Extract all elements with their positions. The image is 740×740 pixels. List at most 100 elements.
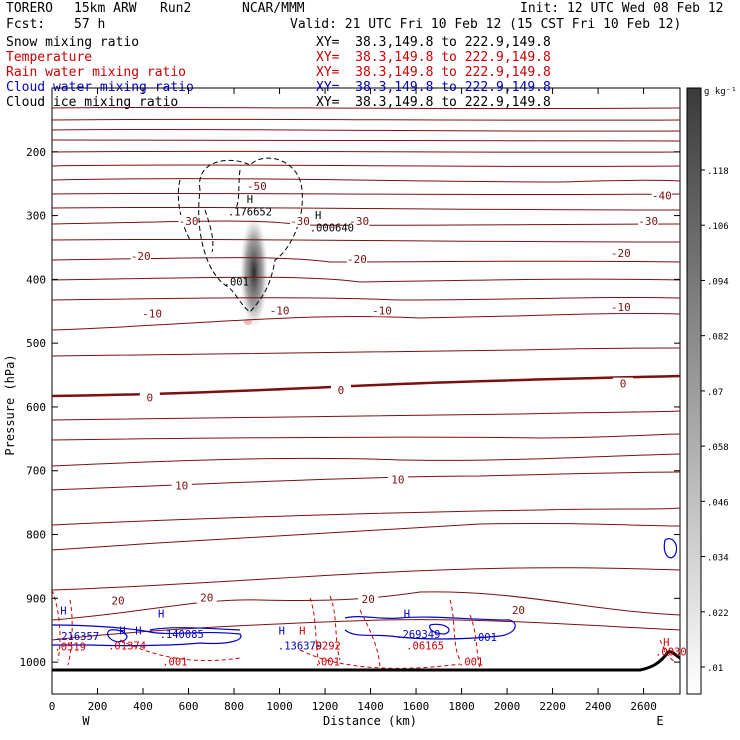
contour-label-bg: [269, 304, 290, 317]
temperature-contour-label: 10: [391, 473, 404, 486]
rain-tail-shading: [244, 319, 252, 325]
field-rain-name: Rain water mixing ratio: [6, 65, 187, 80]
model-name: TORERO: [6, 1, 53, 16]
field-temperature-xy: XY= 38.3,149.8 to 222.9,149.8: [316, 50, 551, 65]
contour-label-bg: [196, 591, 217, 604]
mixing-ratio-annotation: H: [663, 637, 669, 649]
mixing-ratio-annotation: H: [158, 608, 164, 620]
contour-label-bg: [246, 179, 267, 192]
cloud-ice-contours: [177, 157, 303, 313]
mixing-ratio-annotation: H: [119, 626, 125, 638]
resolution-label: 15km ARW: [74, 1, 137, 16]
colorbar-tick-label: .046: [707, 498, 729, 508]
contour-label-bg: [290, 214, 311, 227]
contour-label-bg: [358, 593, 379, 606]
temperature-contour-label: -10: [270, 304, 290, 317]
contour-label-bg: [178, 214, 199, 227]
mixing-ratio-annotation: .216357: [55, 631, 99, 643]
east-end-label: E: [656, 714, 663, 728]
temperature-contour-label: -30: [349, 215, 369, 228]
mixing-ratio-annotation: H: [315, 210, 321, 222]
x-tick-label: 1800: [448, 700, 475, 713]
mixing-ratio-annotation: H: [404, 608, 410, 620]
contour-label-bg: [330, 384, 351, 396]
colorbar-unit: g kg⁻¹: [704, 87, 737, 97]
y-tick-label: 600: [26, 401, 46, 414]
ground-surface: [52, 650, 681, 672]
mixing-ratio-annotation: .001: [315, 656, 340, 668]
x-tick-label: 2400: [585, 700, 612, 713]
y-tick-label: 900: [26, 592, 46, 605]
contour-label-bg: [371, 304, 392, 317]
mixing-ratio-annotation: .000640: [310, 223, 354, 235]
snow-column-shading: [240, 216, 268, 328]
field-snow-xy: XY= 38.3,149.8 to 222.9,149.8: [316, 35, 551, 50]
valid-time: Valid: 21 UTC Fri 10 Feb 12 (15 CST Fri …: [290, 17, 682, 32]
contour-label-bg: [139, 391, 160, 404]
temperature-contour-label: 0: [620, 378, 627, 391]
x-tick-labels: 0 200 400 600 800 1000 1200 1400 1600 1800 2000 220…: [49, 700, 657, 713]
temperature-contour-label: -20: [611, 247, 631, 260]
mixing-ratio-annotation: .001: [458, 656, 483, 668]
temperature-contour-label: -10: [611, 301, 631, 314]
plot-frame: [51, 87, 681, 695]
mixing-ratio-annotation: .01374: [108, 640, 146, 652]
mixing-ratio-annotation: .176652: [228, 207, 272, 219]
temperature-contour-label: 20: [512, 604, 525, 617]
temperature-contour-label: 20: [111, 595, 124, 608]
colorbar-tick-label: .106: [707, 222, 729, 232]
x-tick-label: 200: [88, 700, 108, 713]
contour-label-bg: [171, 479, 192, 492]
colorbar-tick-label: .07: [707, 388, 723, 398]
colorbar-tick-label: .094: [707, 277, 729, 287]
x-tick-label: 2000: [494, 700, 521, 713]
x-axis-label: Distance (km): [323, 714, 417, 728]
temperature-contour-label: -30: [290, 215, 310, 228]
x-tick-label: 600: [179, 700, 199, 713]
y-tick-label: 200: [26, 146, 46, 159]
contour-label-bg: [651, 189, 672, 202]
contour-label-bg: [613, 377, 634, 390]
temperature-contour-label: -20: [131, 250, 151, 263]
colorbar-tick-label: .118: [707, 167, 729, 177]
temperature-contour-label: 20: [200, 591, 213, 604]
org-label: NCAR/MMM: [242, 1, 305, 16]
contour-label-bg: [638, 214, 659, 227]
temperature-contours: [51, 106, 681, 641]
mixing-ratio-annotation: .06165: [406, 640, 444, 652]
x-tick-label: 1200: [312, 700, 339, 713]
colorbar-tick-label: .058: [707, 443, 729, 453]
mixing-ratio-annotations: H.176652 H.000640.001H.216357.0519H.14008…: [54, 194, 686, 668]
rain-water-contours: [51, 589, 677, 671]
temperature-contour-label: 10: [175, 480, 188, 493]
forecast-hour: 57 h: [74, 17, 106, 32]
temperature-contour-label: -40: [652, 189, 672, 202]
mixing-ratio-annotation: .136379: [278, 640, 322, 652]
mixing-ratio-annotation: .0292: [309, 640, 341, 652]
mixing-ratio-annotation: H: [60, 605, 66, 617]
mixing-ratio-annotation: .140085: [160, 629, 204, 641]
temperature-contour-labels: -50 -40 -30 -30 -30 -30 -20 -20 -20 -10 -10 -10 -10 0…: [107, 179, 672, 617]
x-tick-label: 1000: [266, 700, 293, 713]
contour-label-bg: [130, 250, 151, 263]
forecast-label: Fcst:: [6, 17, 46, 32]
x-tick-label: 0: [49, 700, 56, 713]
contour-label-bg: [508, 604, 529, 617]
y-tick-label: 300: [26, 210, 46, 223]
mixing-ratio-annotation: H: [247, 194, 253, 206]
mixing-ratio-annotation: .0030: [655, 647, 687, 659]
mixing-ratio-annotation: .001: [224, 277, 249, 289]
mixing-ratio-annotation: H: [135, 626, 141, 638]
temperature-contour-label: 20: [362, 593, 375, 606]
cloud-water-contours: [51, 538, 678, 647]
colorbar-tick-label: .022: [707, 609, 729, 619]
y-tick-label: 800: [26, 529, 46, 542]
x-tick-label: 1400: [357, 700, 384, 713]
west-end-label: W: [82, 714, 90, 728]
run-label: Run2: [160, 1, 192, 16]
mixing-ratio-annotation: .0519: [54, 642, 86, 654]
x-tick-label: 2200: [539, 700, 566, 713]
temperature-contour-label: -10: [372, 304, 392, 317]
temperature-contour-label: -50: [247, 180, 267, 193]
